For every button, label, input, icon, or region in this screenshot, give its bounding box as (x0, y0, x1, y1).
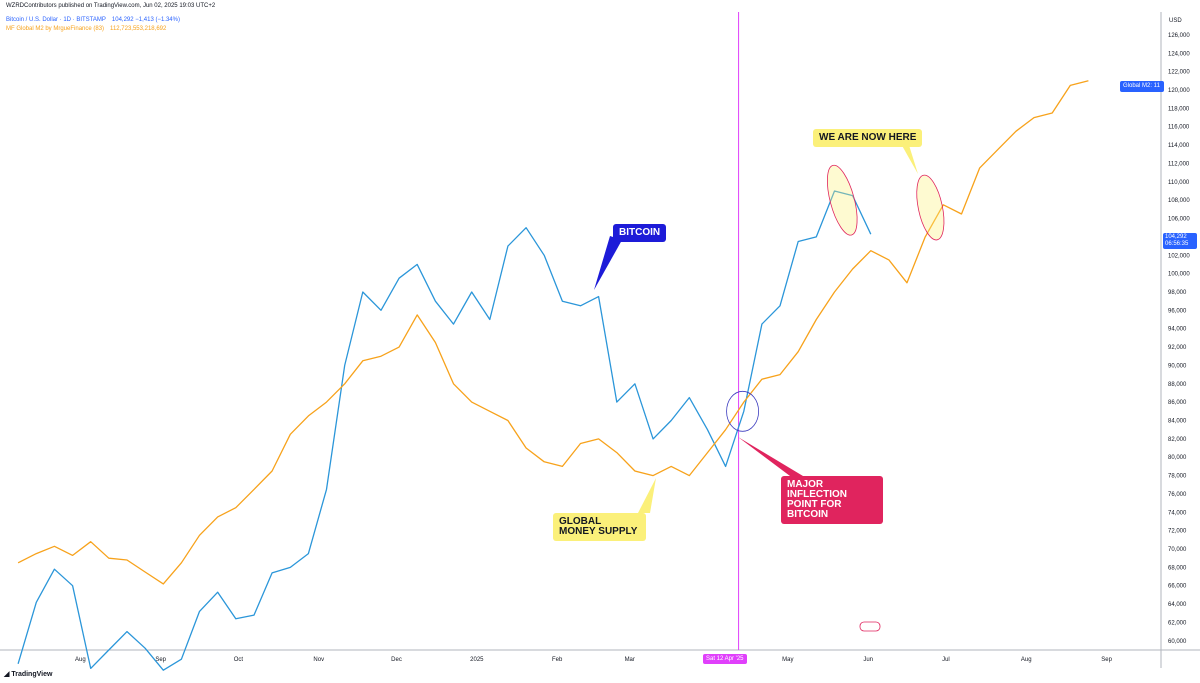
x-tick-label: Aug (75, 657, 86, 663)
y-tick-label: 98,000 (1168, 290, 1187, 296)
x-tick-label: Sep (155, 657, 166, 663)
y-tick-label: 100,000 (1168, 272, 1190, 278)
y-tick-label: 72,000 (1168, 529, 1187, 535)
x-tick-label: 2025 (470, 657, 484, 663)
y-tick-label: 122,000 (1168, 70, 1190, 76)
highlight-ellipse-bitcoin-top (826, 164, 858, 236)
highlight-ellipse-m2-now (916, 174, 945, 241)
annotation-major-inflection[interactable]: MAJOR INFLECTION POINT FOR BITCOIN (781, 476, 883, 524)
m2-last-value-tag: Global M2: 11 (1120, 81, 1164, 92)
y-tick-label: 114,000 (1168, 143, 1190, 149)
x-tick-label: Mar (625, 657, 635, 663)
x-tick-label: Dec (391, 657, 402, 663)
y-tick-label: 66,000 (1168, 584, 1187, 590)
y-tick-label: 102,000 (1168, 253, 1190, 259)
callout-tail-inflection (738, 437, 803, 476)
y-tick-label: 94,000 (1168, 327, 1187, 333)
y-tick-label: 84,000 (1168, 419, 1187, 425)
y-tick-label: 90,000 (1168, 363, 1187, 369)
x-tick-label: Jul (942, 657, 950, 663)
tradingview-logo[interactable]: ◢ TradingView (4, 670, 52, 678)
y-tick-label: 124,000 (1168, 51, 1190, 57)
callout-tail-m2 (638, 478, 656, 513)
y-tick-label: 68,000 (1168, 565, 1187, 571)
legend-bitcoin-values: 104,292 −1,413 (−1.34%) (111, 17, 180, 23)
callout-tail-bitcoin (594, 236, 622, 290)
y-tick-label: 82,000 (1168, 437, 1187, 443)
price-scale-unit: USD (1169, 18, 1182, 24)
event-flag-icon (859, 621, 881, 632)
y-tick-label: 92,000 (1168, 345, 1187, 351)
y-tick-label: 106,000 (1168, 217, 1190, 223)
btc-last-price: 104,292 (1165, 234, 1187, 240)
series-line-bitcoin (17, 190, 872, 671)
legend-m2-value: 112,723,553,218,692 (110, 26, 167, 32)
y-tick-label: 86,000 (1168, 400, 1187, 406)
tradingview-logo-text: TradingView (11, 671, 53, 678)
y-tick-label: 110,000 (1168, 180, 1190, 186)
legend-m2[interactable]: MF Global M2 by MrgueFinance (83) 112,723… (6, 26, 166, 32)
y-tick-label: 112,000 (1168, 161, 1190, 167)
y-tick-label: 74,000 (1168, 510, 1187, 516)
y-tick-label: 64,000 (1168, 602, 1187, 608)
x-tick-label: Feb (552, 657, 563, 663)
x-tick-label: Oct (234, 657, 244, 663)
annotation-we-are-now-here[interactable]: WE ARE NOW HERE (813, 129, 923, 147)
x-tick-label: Jun (863, 657, 873, 663)
y-tick-label: 116,000 (1168, 125, 1190, 131)
btc-last-value-tag: 104,292 06:56:35 (1163, 233, 1197, 249)
vertical-marker-date-tag: Sat 12 Apr '25 (703, 654, 747, 664)
annotation-global-money-supply[interactable]: GLOBAL MONEY SUPPLY (553, 513, 646, 541)
y-tick-label: 126,000 (1168, 33, 1190, 39)
series-line-m2 (17, 80, 1089, 585)
x-tick-label: May (782, 657, 793, 663)
y-tick-label: 96,000 (1168, 308, 1187, 314)
y-tick-label: 62,000 (1168, 620, 1187, 626)
highlight-ellipse-inflection (726, 390, 759, 432)
annotation-bitcoin[interactable]: BITCOIN (613, 224, 667, 242)
y-tick-label: 88,000 (1168, 382, 1187, 388)
y-tick-label: 70,000 (1168, 547, 1187, 553)
x-tick-label: Aug (1021, 657, 1032, 663)
y-tick-label: 76,000 (1168, 492, 1187, 498)
btc-bar-countdown: 06:56:35 (1165, 241, 1189, 247)
y-tick-label: 60,000 (1168, 639, 1187, 645)
y-tick-label: 80,000 (1168, 455, 1187, 461)
publisher-line: WZRDContributors published on TradingVie… (6, 3, 216, 9)
callout-tail-now (900, 142, 918, 174)
y-tick-label: 118,000 (1168, 106, 1190, 112)
y-tick-label: 120,000 (1168, 88, 1190, 94)
x-tick-label: Sep (1101, 657, 1112, 663)
x-tick-label: Nov (313, 657, 324, 663)
tradingview-logo-icon: ◢ (4, 671, 12, 678)
legend-bitcoin[interactable]: Bitcoin / U.S. Dollar · 1D · BITSTAMP 104… (6, 17, 180, 23)
y-tick-label: 78,000 (1168, 474, 1187, 480)
legend-bitcoin-label: Bitcoin / U.S. Dollar · 1D · BITSTAMP (6, 17, 106, 23)
y-tick-label: 108,000 (1168, 198, 1190, 204)
legend-m2-label: MF Global M2 by MrgueFinance (83) (6, 26, 105, 32)
